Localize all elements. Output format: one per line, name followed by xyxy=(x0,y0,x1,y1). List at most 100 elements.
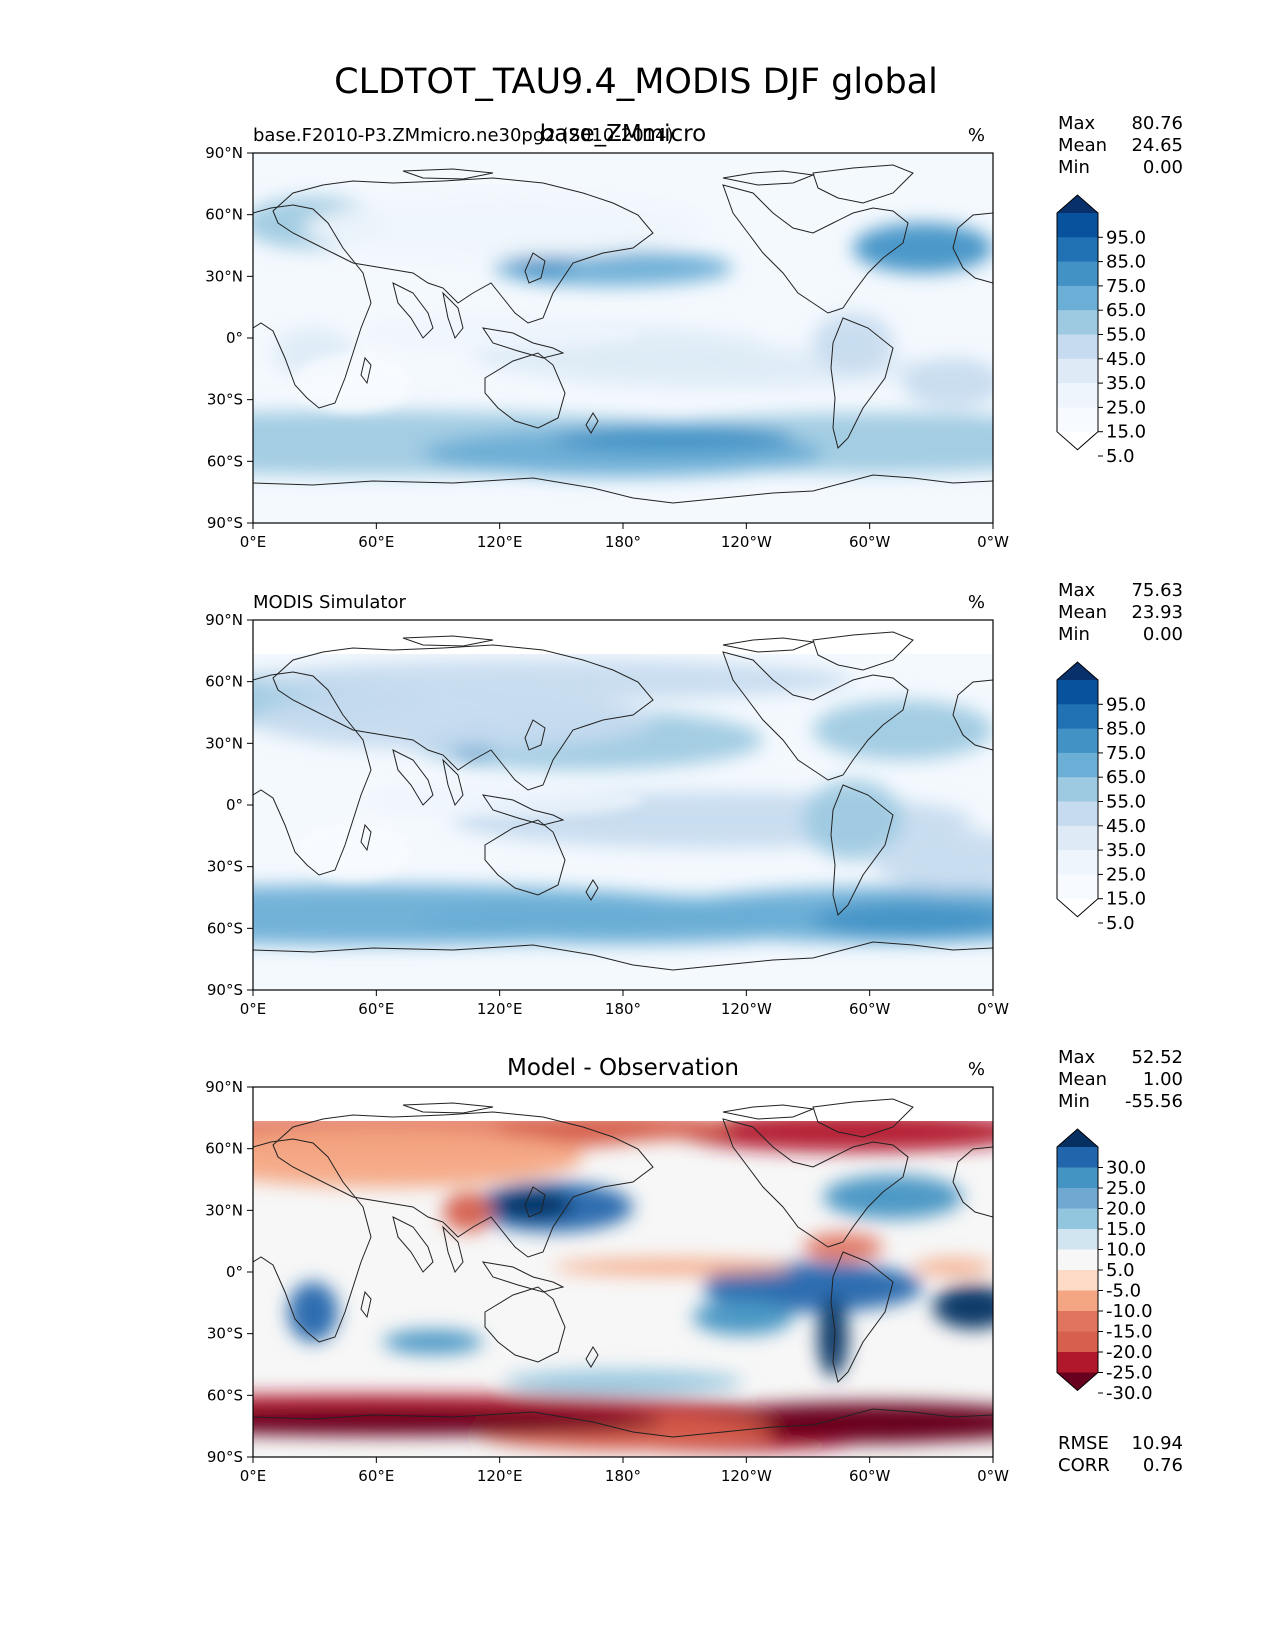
stat-label: Min xyxy=(1058,1091,1090,1112)
colorbar-tick-label: 45.0 xyxy=(1106,816,1146,837)
colorbar-extend-max xyxy=(1057,195,1098,213)
colorbar-segment xyxy=(1057,680,1098,705)
colorbar-segment xyxy=(1057,704,1098,730)
colorbar-extend-min xyxy=(1057,898,1098,917)
panel-center-title: Model - Observation xyxy=(507,1055,739,1081)
colorbar-tick-label: 55.0 xyxy=(1106,792,1146,813)
colorbar-extend-min xyxy=(1057,431,1098,450)
colorbar-extend-min xyxy=(1057,1372,1098,1391)
lat-tick-label: 30°S xyxy=(207,1325,243,1343)
colorbar-tick-label: 25.0 xyxy=(1106,397,1146,418)
colorbar-tick-label: 30.0 xyxy=(1106,1158,1146,1179)
colorbar-segment xyxy=(1057,850,1098,875)
colorbar-tick-label: 35.0 xyxy=(1106,373,1146,394)
lat-tick-label: 0° xyxy=(226,1263,243,1281)
lon-tick-label: 60°E xyxy=(358,1000,394,1018)
panel-3: 90°N 60°N 30°N 0° 30°S 60°S 90°S0°E 60°E 120°E 18… xyxy=(205,1047,1183,1485)
stat-value: 0.00 xyxy=(1143,624,1183,645)
colorbar-segment xyxy=(1057,1249,1098,1271)
lat-tick-label: 60°S xyxy=(207,919,243,937)
stat-value: 0.76 xyxy=(1143,1455,1183,1476)
stat-value: 10.94 xyxy=(1131,1433,1183,1454)
panel-left-title: base.F2010-P3.ZMmicro.ne30pg2 (2010-2014… xyxy=(253,125,674,146)
panel-2: 90°N 60°N 30°N 0° 30°S 60°S 90°S0°E 60°E 120°E 18… xyxy=(205,580,1183,1018)
colorbar-segment xyxy=(1057,1167,1098,1189)
lon-tick-label: 180° xyxy=(605,1467,641,1485)
colorbar-tick-label: -20.0 xyxy=(1106,1342,1153,1363)
colorbar: 30.025.020.015.010.05.0-5.0-10.0-15.0-20… xyxy=(1056,1128,1153,1404)
panel-1: 90°N 60°N 30°N 0° 30°S 60°S 90°S0°E 60°E 120°E 18… xyxy=(205,113,1183,551)
lon-tick-label: 0°W xyxy=(977,533,1009,551)
colorbar-segment xyxy=(1057,383,1098,408)
colorbar-tick-label: 75.0 xyxy=(1106,743,1146,764)
colorbar-tick-label: 20.0 xyxy=(1106,1199,1146,1220)
colorbar-tick-label: 65.0 xyxy=(1106,767,1146,788)
colorbar-segment xyxy=(1057,1208,1098,1230)
stat-value: 52.52 xyxy=(1131,1047,1183,1068)
lon-tick-label: 120°E xyxy=(477,1467,523,1485)
colorbar-segment xyxy=(1057,825,1098,851)
colorbar-tick-label: 5.0 xyxy=(1106,913,1135,934)
lon-tick-label: 60°W xyxy=(849,533,891,551)
lon-tick-label: 120°E xyxy=(477,533,523,551)
lon-tick-label: 0°W xyxy=(977,1467,1009,1485)
lon-tick-label: 60°W xyxy=(849,1467,891,1485)
lat-tick-label: 30°N xyxy=(205,734,243,752)
colorbar-tick-label: 10.0 xyxy=(1106,1240,1146,1261)
lon-tick-label: 0°E xyxy=(240,533,267,551)
colorbar-segment xyxy=(1057,1311,1098,1332)
lat-tick-label: 0° xyxy=(226,329,243,347)
lat-tick-label: 90°S xyxy=(207,981,243,999)
lat-tick-label: 30°N xyxy=(205,1201,243,1219)
lat-tick-label: 60°N xyxy=(205,1140,243,1158)
colorbar-segment xyxy=(1057,407,1098,433)
colorbar-extend-max xyxy=(1057,662,1098,680)
colorbar-tick-label: 85.0 xyxy=(1106,252,1146,273)
figure-title: CLDTOT_TAU9.4_MODIS DJF global xyxy=(334,62,938,102)
colorbar-tick-label: 85.0 xyxy=(1106,719,1146,740)
lon-tick-label: 120°W xyxy=(721,1000,772,1018)
colorbar-tick-label: 65.0 xyxy=(1106,300,1146,321)
panel-units: % xyxy=(968,592,985,613)
lat-tick-label: 30°N xyxy=(205,267,243,285)
colorbar: 95.0 85.0 75.0 65.0 55.0 45.0 35.0 25.0 15.0 5.0 xyxy=(1056,661,1146,934)
panel-center-title: base_ZMmicro xyxy=(540,121,706,147)
colorbar-segment xyxy=(1057,1331,1098,1353)
colorbar-segment xyxy=(1057,213,1098,238)
stat-label: Min xyxy=(1058,624,1090,645)
lon-tick-label: 60°W xyxy=(849,1000,891,1018)
lon-tick-label: 180° xyxy=(605,533,641,551)
colorbar-tick-label: 55.0 xyxy=(1106,325,1146,346)
colorbar-segment xyxy=(1057,777,1098,802)
colorbar-segment xyxy=(1057,1229,1098,1250)
stat-value: 0.00 xyxy=(1143,157,1183,178)
lat-tick-label: 90°S xyxy=(207,514,243,532)
colorbar-segment xyxy=(1057,1270,1098,1291)
panel-units: % xyxy=(968,1059,985,1080)
colorbar-segment xyxy=(1057,285,1098,311)
colorbar-tick-label: -25.0 xyxy=(1106,1363,1153,1384)
colorbar-segment xyxy=(1057,801,1098,827)
colorbar-extend-max xyxy=(1057,1129,1098,1147)
colorbar-segment xyxy=(1057,334,1098,360)
lat-tick-label: 30°S xyxy=(207,391,243,409)
lon-tick-label: 180° xyxy=(605,1000,641,1018)
lat-tick-label: 60°N xyxy=(205,673,243,691)
colorbar-tick-label: 5.0 xyxy=(1106,1260,1135,1281)
lon-tick-label: 0°W xyxy=(977,1000,1009,1018)
lon-tick-label: 120°W xyxy=(721,1467,772,1485)
lat-tick-label: 60°N xyxy=(205,206,243,224)
colorbar-tick-label: 95.0 xyxy=(1106,227,1146,248)
stat-label: Mean xyxy=(1058,602,1107,623)
map-field xyxy=(253,1087,993,1457)
colorbar-tick-label: -5.0 xyxy=(1106,1281,1141,1302)
lat-tick-label: 90°S xyxy=(207,1448,243,1466)
stat-value: 24.65 xyxy=(1131,135,1183,156)
colorbar-segment xyxy=(1057,874,1098,900)
colorbar-segment xyxy=(1057,1188,1098,1209)
colorbar-tick-label: -10.0 xyxy=(1106,1301,1153,1322)
colorbar-segment xyxy=(1057,261,1098,287)
colorbar-tick-label: 5.0 xyxy=(1106,446,1135,467)
map-field xyxy=(253,620,993,990)
